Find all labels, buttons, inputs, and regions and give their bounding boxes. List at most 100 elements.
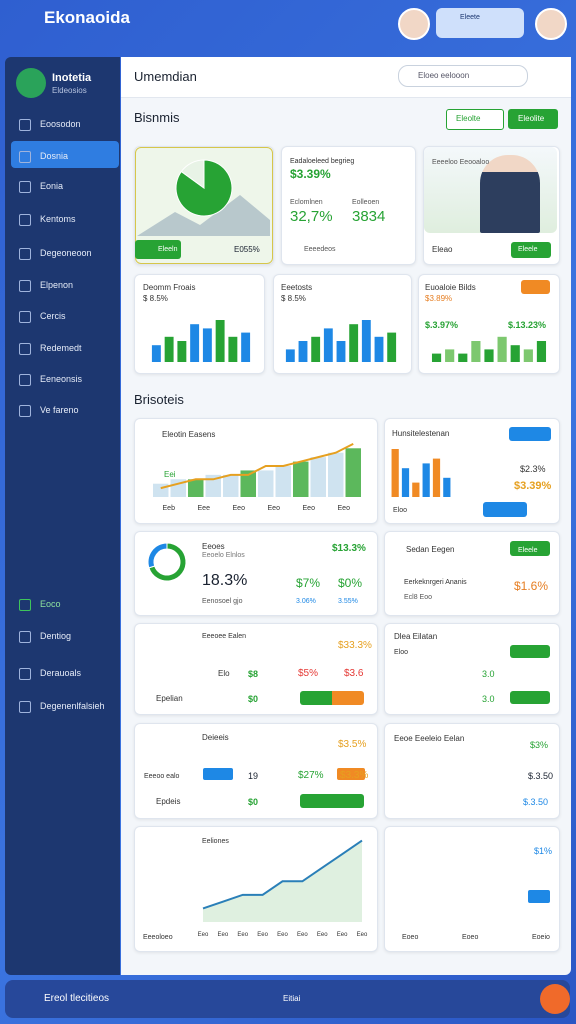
nav-item[interactable]: Eoco [40, 599, 61, 609]
x-tick-label: Eeo [268, 505, 281, 512]
label: Epdeis [156, 797, 181, 806]
nav-item[interactable]: Derauoals [40, 668, 82, 678]
label: $.13.23% [508, 320, 547, 330]
button[interactable] [509, 427, 551, 441]
nav-item[interactable]: Dosnia [40, 151, 69, 161]
label[interactable]: Eleeln [158, 246, 178, 253]
button[interactable] [300, 691, 364, 705]
label: $.3.97% [425, 320, 459, 330]
label: $ 8.5% [143, 294, 168, 303]
nav-active [11, 141, 119, 168]
label: Eclomlnen [290, 199, 323, 206]
label: Eleao [432, 245, 453, 254]
x-tick-label: Eeo [277, 932, 288, 938]
button[interactable] [511, 242, 551, 258]
account-pill[interactable] [436, 8, 524, 38]
person [480, 155, 540, 233]
bar [293, 461, 309, 497]
bar [336, 341, 346, 362]
button[interactable] [528, 890, 550, 903]
label: Eadaloeleed begrieg [290, 158, 355, 165]
bar [258, 470, 274, 497]
label: Eleotin Easens [162, 430, 216, 439]
label: Ereol tlecitieos [44, 993, 110, 1004]
nav-item[interactable]: Degenenlfalsieh [40, 701, 105, 711]
bar [153, 483, 169, 497]
label: $ 8.5% [281, 294, 306, 303]
fab[interactable] [540, 984, 570, 1014]
label: 19 [248, 771, 259, 781]
nav-item[interactable]: Ve fareno [40, 405, 79, 415]
bar [391, 449, 399, 497]
button[interactable] [521, 280, 550, 294]
nav-icon [19, 181, 31, 193]
label: 18.3% [202, 572, 248, 589]
x-tick-label: Eeo [338, 505, 351, 512]
bar [223, 474, 239, 497]
button[interactable] [135, 240, 181, 259]
bar [190, 324, 200, 362]
button[interactable] [510, 541, 550, 556]
nav-item[interactable]: Dentiog [40, 631, 72, 641]
x-tick-label: Eee [198, 505, 211, 512]
bar [298, 341, 308, 362]
x-tick-label: Eeo [337, 932, 348, 938]
avatar[interactable] [398, 8, 430, 40]
button[interactable] [300, 794, 364, 808]
nav-icon [19, 405, 31, 417]
bar [240, 470, 256, 497]
label: 3.06% [296, 598, 316, 605]
bar [164, 336, 174, 362]
slice [180, 159, 205, 189]
text[interactable]: Eleolite [518, 114, 545, 123]
label[interactable]: Eleele [518, 547, 538, 554]
nav-item[interactable]: Cercis [40, 311, 66, 321]
bar [443, 477, 451, 497]
label: $7% [296, 576, 321, 590]
card [384, 723, 560, 819]
bar [151, 345, 161, 362]
label: Dlea Eilatan [394, 632, 438, 641]
button[interactable] [510, 645, 550, 658]
label: $3.89% [425, 294, 453, 303]
bar [497, 336, 507, 362]
nav-item[interactable]: Degeoneoon [40, 248, 92, 258]
nav-item[interactable]: Eonia [40, 181, 64, 191]
x-tick-label: Eeo [317, 932, 328, 938]
x-tick-label: Eeo [237, 932, 248, 938]
label: Eitiai [283, 994, 301, 1003]
nav-item[interactable]: Eoosodon [40, 119, 81, 129]
search-box[interactable] [398, 65, 528, 87]
bar [422, 463, 430, 497]
nav-icon [19, 248, 31, 260]
nav-item[interactable]: Redemedt [40, 343, 82, 353]
button[interactable] [510, 691, 550, 704]
label: Hunsitelestenan [392, 429, 450, 438]
button[interactable] [446, 109, 504, 130]
nav-item[interactable]: Elpenon [40, 280, 74, 290]
label: Eloo [393, 507, 408, 514]
sidebar [5, 57, 120, 975]
label: Eoeo [462, 934, 479, 941]
label: Elo [218, 669, 230, 678]
nav-item[interactable]: Kentoms [40, 214, 76, 224]
bar [188, 479, 204, 497]
text[interactable]: Eleolte [456, 114, 481, 123]
label[interactable]: Eleele [518, 246, 538, 253]
label: Eeeoee Ealen [202, 633, 246, 640]
label: $13.3% [332, 543, 366, 554]
avatar[interactable] [535, 8, 567, 40]
label: $.3.50 [528, 771, 554, 781]
bar [523, 349, 533, 362]
button[interactable] [483, 502, 527, 517]
button[interactable] [508, 109, 558, 129]
button[interactable] [337, 768, 365, 780]
nav-item[interactable]: Eeneonsis [40, 374, 83, 384]
button[interactable] [203, 768, 233, 780]
label[interactable]: Eleete [460, 14, 480, 21]
bar [215, 320, 225, 362]
label: Eeeoloeo [143, 934, 173, 941]
nav-icon [19, 280, 31, 292]
